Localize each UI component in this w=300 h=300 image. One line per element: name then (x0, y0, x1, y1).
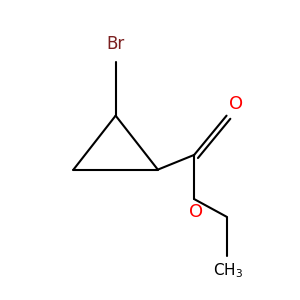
Text: Br: Br (106, 35, 125, 53)
Text: O: O (229, 95, 243, 113)
Text: CH$_3$: CH$_3$ (213, 261, 244, 280)
Text: O: O (189, 203, 203, 221)
